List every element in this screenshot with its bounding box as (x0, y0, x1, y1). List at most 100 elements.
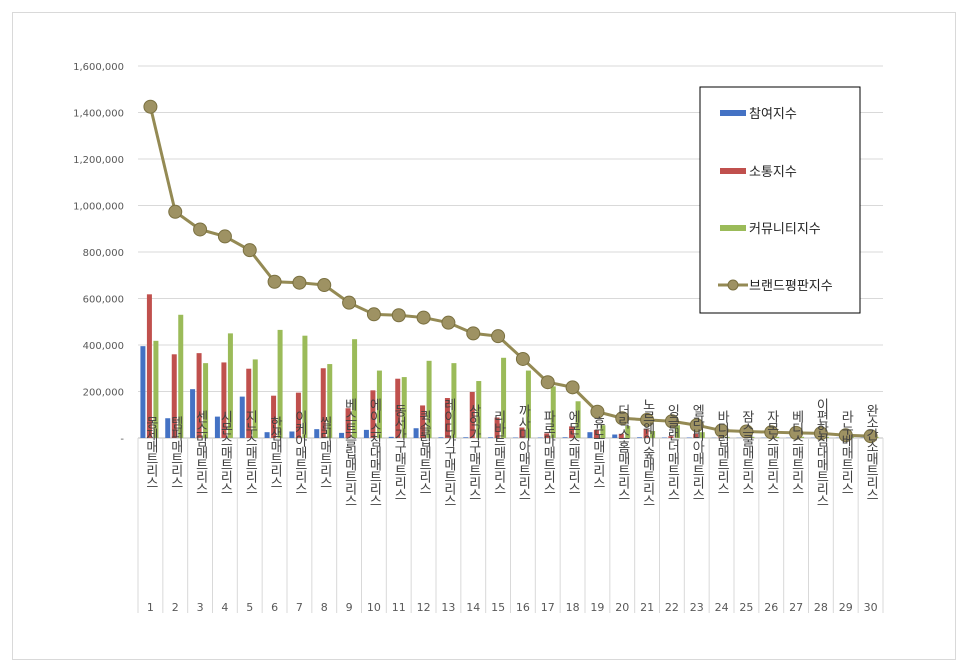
line-point (813, 426, 828, 441)
legend-label: 참여지수 (749, 107, 797, 122)
rank-label: 27 (789, 601, 803, 614)
bar-커뮤니티지수 (327, 364, 333, 438)
category-label: 바디럽매트리스 (714, 410, 729, 494)
category-label: 파로마매트리스 (540, 410, 555, 494)
category-label: 레이디가구매트리스 (441, 398, 456, 506)
category-label: 템퍼매트리스 (168, 416, 183, 488)
bar-커뮤니티지수 (575, 401, 581, 438)
line-point (664, 414, 679, 429)
bar-소통지수 (519, 427, 525, 438)
bar-소통지수 (618, 433, 624, 438)
x-axis: 몽제매트리스 1 템퍼매트리스 2 센스맘매트리스 3 시몬스매트리스 4 지누스매트리스 5 한샘… (137, 398, 884, 614)
bar-참여지수 (438, 437, 444, 438)
bars (140, 294, 879, 438)
line-point (317, 278, 332, 293)
rank-label: 14 (466, 601, 480, 614)
bar-커뮤니티지수 (674, 425, 680, 438)
bar-소통지수 (320, 368, 326, 438)
bar-커뮤니티지수 (178, 314, 184, 438)
rank-label: 6 (271, 601, 278, 614)
bar-커뮤니티지수 (699, 432, 705, 438)
bar-커뮤니티지수 (501, 357, 507, 438)
bar-소통지수 (171, 354, 177, 438)
rank-label: 20 (615, 601, 629, 614)
line-point (193, 222, 208, 237)
line-point (342, 295, 357, 310)
line-point (689, 418, 704, 433)
category-label: 더릭스홈매트리스 (615, 404, 630, 500)
rank-label: 12 (417, 601, 431, 614)
bar-소통지수 (420, 405, 426, 438)
y-tick-label: - (120, 434, 124, 445)
bar-참여지수 (637, 437, 643, 438)
rank-label: 2 (172, 601, 179, 614)
bar-소통지수 (221, 362, 227, 438)
bar-커뮤니티지수 (252, 359, 258, 438)
line-point (441, 315, 456, 330)
bar-커뮤니티지수 (401, 377, 407, 438)
line-point (565, 380, 580, 395)
chart-canvas: - 200,000 400,000 600,000 800,000 1,000,000 1,… (73, 62, 884, 614)
rank-label: 29 (839, 601, 853, 614)
category-label: 완소간소매트리스 (863, 404, 878, 500)
y-tick-label: 400,000 (83, 341, 124, 352)
bar-커뮤니티지수 (625, 425, 631, 438)
bar-커뮤니티지수 (525, 370, 531, 438)
category-label: 라누베매트리스 (838, 410, 853, 494)
bar-커뮤니티지수 (153, 340, 159, 438)
line-point (242, 243, 257, 258)
bar-소통지수 (395, 378, 401, 438)
category-label: 자몬스매트리스 (764, 410, 779, 494)
bar-소통지수 (271, 395, 277, 438)
bar-소통지수 (246, 368, 252, 438)
line-point (416, 310, 431, 325)
bar-참여지수 (562, 437, 568, 438)
legend-label: 브랜드평판지수 (749, 279, 833, 294)
bar-커뮤니티지수 (799, 436, 805, 438)
bar-커뮤니티지수 (426, 360, 432, 438)
bar-소통지수 (469, 391, 475, 438)
rank-label: 22 (665, 601, 679, 614)
bar-참여지수 (488, 437, 494, 438)
line-point (515, 351, 530, 366)
line-point (168, 204, 183, 219)
bar-소통지수 (668, 436, 674, 438)
rank-label: 19 (590, 601, 604, 614)
rank-label: 15 (491, 601, 505, 614)
line-point (789, 425, 804, 440)
bar-참여지수 (214, 416, 220, 438)
legend-marker (727, 279, 739, 291)
category-label: 시몬스매트리스 (217, 410, 232, 494)
line-point (615, 411, 630, 426)
bar-참여지수 (140, 346, 146, 438)
bar-커뮤니티지수 (227, 333, 233, 438)
line-point (540, 375, 555, 390)
bar-소통지수 (146, 294, 152, 438)
bar-커뮤니티지수 (550, 386, 556, 438)
category-label: 몽제매트리스 (143, 416, 158, 488)
bar-소통지수 (569, 426, 575, 438)
category-label: 에이스침대매트리스 (366, 398, 381, 506)
bar-커뮤니티지수 (476, 381, 482, 438)
rank-label: 11 (392, 601, 406, 614)
bar-커뮤니티지수 (277, 329, 283, 438)
bar-소통지수 (718, 437, 724, 438)
bar-소통지수 (593, 429, 599, 438)
y-tick-label: 200,000 (83, 388, 124, 399)
category-label: 잠스쿨매트리스 (739, 410, 754, 494)
rank-label: 13 (441, 601, 455, 614)
y-tick-label: 1,200,000 (73, 155, 124, 166)
line-series (143, 99, 878, 444)
bar-커뮤니티지수 (302, 335, 308, 438)
rank-label: 16 (516, 601, 530, 614)
bar-참여지수 (239, 396, 245, 438)
bar-참여지수 (463, 437, 469, 438)
category-label: 센스맘매트리스 (193, 410, 208, 494)
bar-소통지수 (643, 429, 649, 438)
legend-swatch (720, 110, 746, 116)
line-point (292, 275, 307, 290)
y-tick-label: 800,000 (83, 248, 124, 259)
bar-참여지수 (413, 428, 419, 438)
chart-frame: - 200,000 400,000 600,000 800,000 1,000,000 1,… (12, 12, 956, 660)
